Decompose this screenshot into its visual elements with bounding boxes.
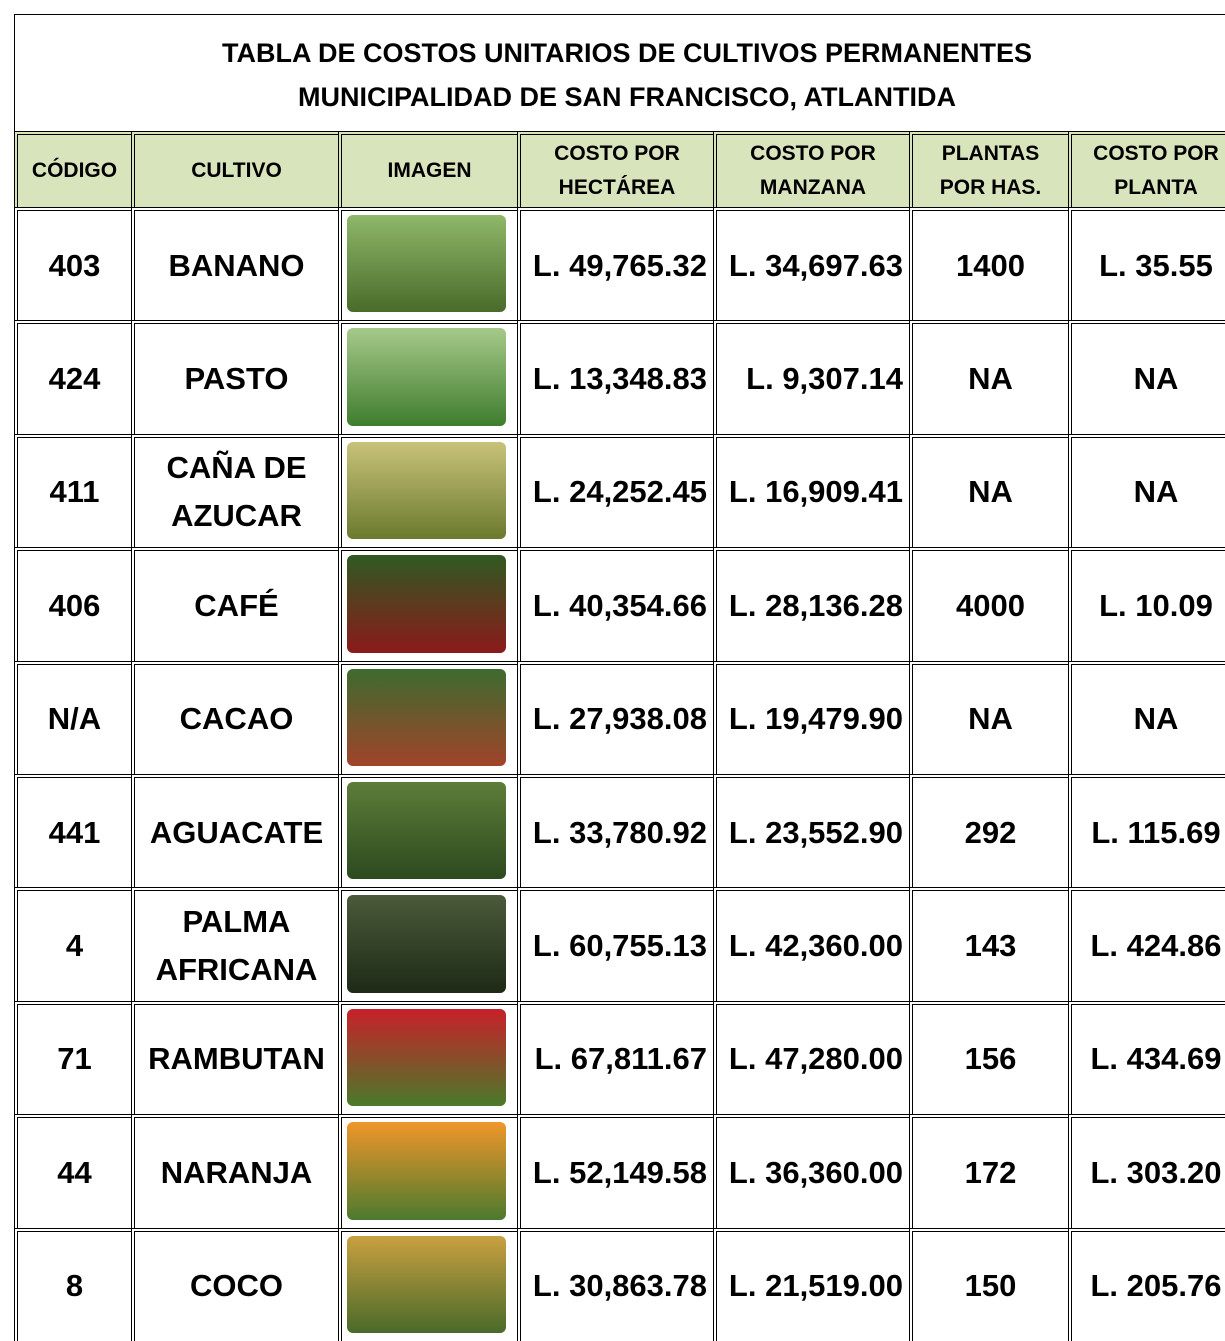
value-cell: L. 434.69 (1068, 1001, 1225, 1114)
value-cell: L. 34,697.63 (713, 207, 909, 320)
value-cell: L. 67,811.67 (517, 1001, 713, 1114)
value-cell: L. 21,519.00 (713, 1228, 909, 1341)
value-cell: NA (909, 320, 1068, 433)
value-cell: 292 (909, 774, 1068, 887)
code-cell: N/A (14, 661, 131, 774)
column-header: COSTO POR HECTÁREA (517, 131, 713, 207)
crop-cell: RAMBUTAN (131, 1001, 338, 1114)
crop-cell: COCO (131, 1228, 338, 1341)
value-cell: 143 (909, 887, 1068, 1000)
value-cell: L. 30,863.78 (517, 1228, 713, 1341)
code-cell: 403 (14, 207, 131, 320)
code-cell: 8 (14, 1228, 131, 1341)
crop-image (347, 1122, 506, 1219)
page: {"header": {"title": ["TABLA DE COSTOS U… (0, 0, 1225, 1336)
crop-image (347, 442, 506, 539)
crop-image (347, 895, 506, 992)
value-cell: L. 19,479.90 (713, 661, 909, 774)
crop-image (347, 215, 506, 312)
value-cell: 1400 (909, 207, 1068, 320)
value-cell: 150 (909, 1228, 1068, 1341)
crop-cell: NARANJA (131, 1114, 338, 1227)
value-cell: L. 49,765.32 (517, 207, 713, 320)
crop-cell: PASTO (131, 320, 338, 433)
value-cell: L. 424.86 (1068, 887, 1225, 1000)
crop-image (347, 328, 506, 425)
value-cell: L. 115.69 (1068, 774, 1225, 887)
value-cell: NA (909, 661, 1068, 774)
crop-cell: CAFÉ (131, 547, 338, 660)
code-cell: 406 (14, 547, 131, 660)
value-cell: L. 42,360.00 (713, 887, 909, 1000)
crop-cell: AGUACATE (131, 774, 338, 887)
value-cell: L. 47,280.00 (713, 1001, 909, 1114)
value-cell: L. 9,307.14 (713, 320, 909, 433)
crop-cell: BANANO (131, 207, 338, 320)
value-cell: L. 205.76 (1068, 1228, 1225, 1341)
value-cell: L. 303.20 (1068, 1114, 1225, 1227)
code-cell: 71 (14, 1001, 131, 1114)
crop-cell: CACAO (131, 661, 338, 774)
code-cell: 411 (14, 434, 131, 547)
title-line: TABLA DE COSTOS UNITARIOS DE CULTIVOS PE… (15, 31, 1225, 75)
crop-image (347, 555, 506, 652)
column-header: PLANTAS POR HAS. (909, 131, 1068, 207)
value-cell: L. 16,909.41 (713, 434, 909, 547)
value-cell: L. 13,348.83 (517, 320, 713, 433)
value-cell: L. 10.09 (1068, 547, 1225, 660)
value-cell: L. 28,136.28 (713, 547, 909, 660)
value-cell: 4000 (909, 547, 1068, 660)
value-cell: L. 40,354.66 (517, 547, 713, 660)
crop-image (347, 1009, 506, 1106)
crop-cell: CAÑA DE AZUCAR (131, 434, 338, 547)
code-cell: 44 (14, 1114, 131, 1227)
value-cell: NA (1068, 320, 1225, 433)
value-cell: L. 36,360.00 (713, 1114, 909, 1227)
value-cell: L. 52,149.58 (517, 1114, 713, 1227)
code-cell: 441 (14, 774, 131, 887)
value-cell: NA (1068, 434, 1225, 547)
value-cell: L. 27,938.08 (517, 661, 713, 774)
code-cell: 4 (14, 887, 131, 1000)
column-header: CULTIVO (131, 131, 338, 207)
title-box: TABLA DE COSTOS UNITARIOS DE CULTIVOS PE… (14, 14, 1225, 132)
column-header: COSTO POR PLANTA (1068, 131, 1225, 207)
column-header: CÓDIGO (14, 131, 131, 207)
code-cell: 424 (14, 320, 131, 433)
column-header: COSTO POR MANZANA (713, 131, 909, 207)
value-cell: L. 60,755.13 (517, 887, 713, 1000)
crop-image (347, 669, 506, 766)
value-cell: L. 35.55 (1068, 207, 1225, 320)
value-cell: L. 23,552.90 (713, 774, 909, 887)
crop-cell: PALMA AFRICANA (131, 887, 338, 1000)
value-cell: NA (909, 434, 1068, 547)
value-cell: 156 (909, 1001, 1068, 1114)
value-cell: NA (1068, 661, 1225, 774)
value-cell: 172 (909, 1114, 1068, 1227)
crop-image (347, 782, 506, 879)
column-header: IMAGEN (338, 131, 517, 207)
crop-image (347, 1236, 506, 1333)
value-cell: L. 33,780.92 (517, 774, 713, 887)
value-cell: L. 24,252.45 (517, 434, 713, 547)
title-line: MUNICIPALIDAD DE SAN FRANCISCO, ATLANTID… (15, 75, 1225, 119)
